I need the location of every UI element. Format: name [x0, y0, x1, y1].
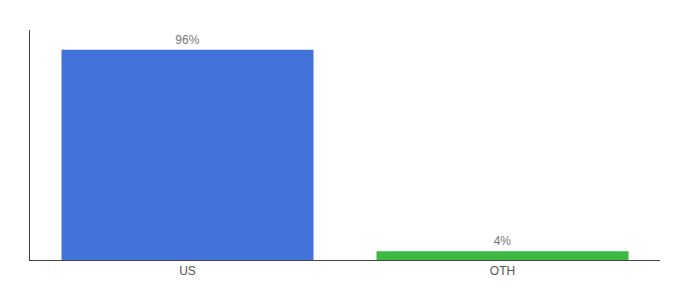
- svg-text:US: US: [179, 264, 196, 278]
- svg-text:OTH: OTH: [490, 264, 515, 278]
- svg-text:96%: 96%: [175, 33, 199, 47]
- svg-text:4%: 4%: [494, 234, 512, 248]
